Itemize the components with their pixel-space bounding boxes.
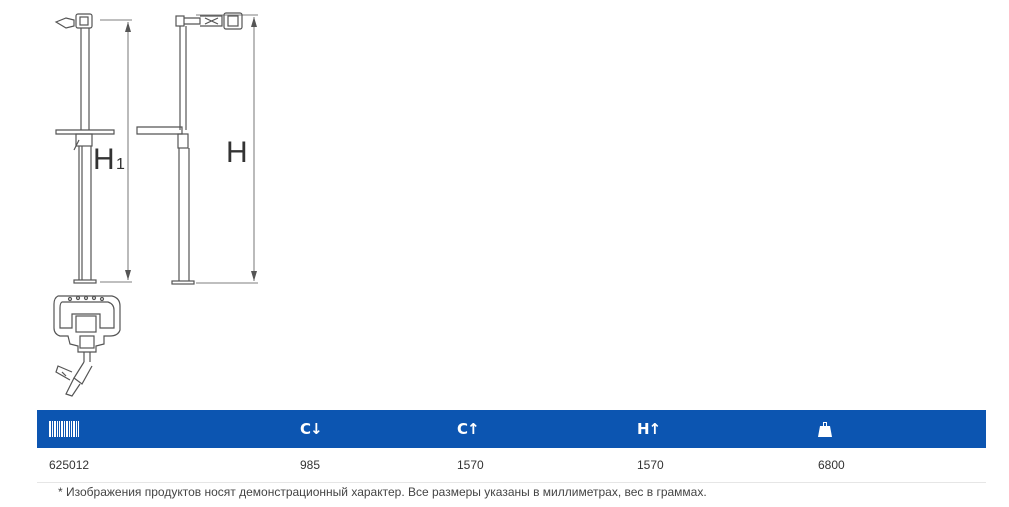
stand-side-view — [136, 12, 243, 285]
footnote: * Изображения продуктов носят демонстрац… — [58, 485, 707, 499]
cell-article-code: 625012 — [49, 458, 90, 472]
label-h1-subscript: 1 — [116, 156, 125, 173]
label-h1: H — [93, 143, 115, 176]
weight-icon — [818, 410, 832, 448]
max-height-icon: C↑ — [457, 420, 480, 438]
cell-collapsed-height: 985 — [300, 458, 321, 472]
cell-max-height: 1570 — [457, 458, 484, 472]
height-icon: H↑ — [637, 420, 661, 438]
spec-table: C↓ C↑ H↑ 625012 985 1570 1570 6800 — [37, 410, 986, 483]
cell-height: 1570 — [637, 458, 664, 472]
clamp-top-view — [53, 295, 121, 397]
cell-weight: 6800 — [818, 458, 845, 472]
stand-front-view — [54, 13, 115, 284]
dimension-h1 — [100, 19, 132, 283]
product-technical-drawing: H 1 H — [53, 12, 258, 397]
dimension-h — [196, 14, 258, 284]
barcode-icon — [49, 410, 79, 448]
collapsed-height-icon: C↓ — [300, 420, 323, 438]
spec-table-header: C↓ C↑ H↑ — [37, 410, 986, 448]
table-row: 625012 985 1570 1570 6800 — [37, 448, 986, 483]
label-h: H — [226, 136, 248, 169]
